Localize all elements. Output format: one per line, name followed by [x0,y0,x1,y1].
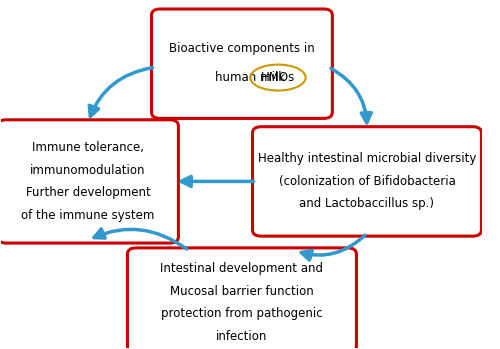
FancyBboxPatch shape [0,120,178,243]
Text: immunomodulation: immunomodulation [30,164,146,177]
FancyBboxPatch shape [252,127,482,236]
FancyBboxPatch shape [128,248,356,349]
Text: (colonization of Bifidobacteria: (colonization of Bifidobacteria [278,175,456,188]
Text: Mucosal barrier function: Mucosal barrier function [170,285,314,298]
Text: protection from pathogenic: protection from pathogenic [161,307,322,320]
Text: and Lactobaccillus sp.): and Lactobaccillus sp.) [300,198,434,210]
Text: Immune tolerance,: Immune tolerance, [32,141,144,154]
Text: HMOs: HMOs [261,71,295,84]
FancyBboxPatch shape [152,9,332,118]
Text: Healthy intestinal microbial diversity: Healthy intestinal microbial diversity [258,153,476,165]
Text: Further development: Further development [26,186,150,199]
Text: human milk: human milk [216,71,290,84]
Text: Intestinal development and: Intestinal development and [160,262,324,275]
Text: infection: infection [216,330,268,343]
Text: of the immune system: of the immune system [22,209,154,222]
Text: Bioactive components in: Bioactive components in [169,42,315,55]
